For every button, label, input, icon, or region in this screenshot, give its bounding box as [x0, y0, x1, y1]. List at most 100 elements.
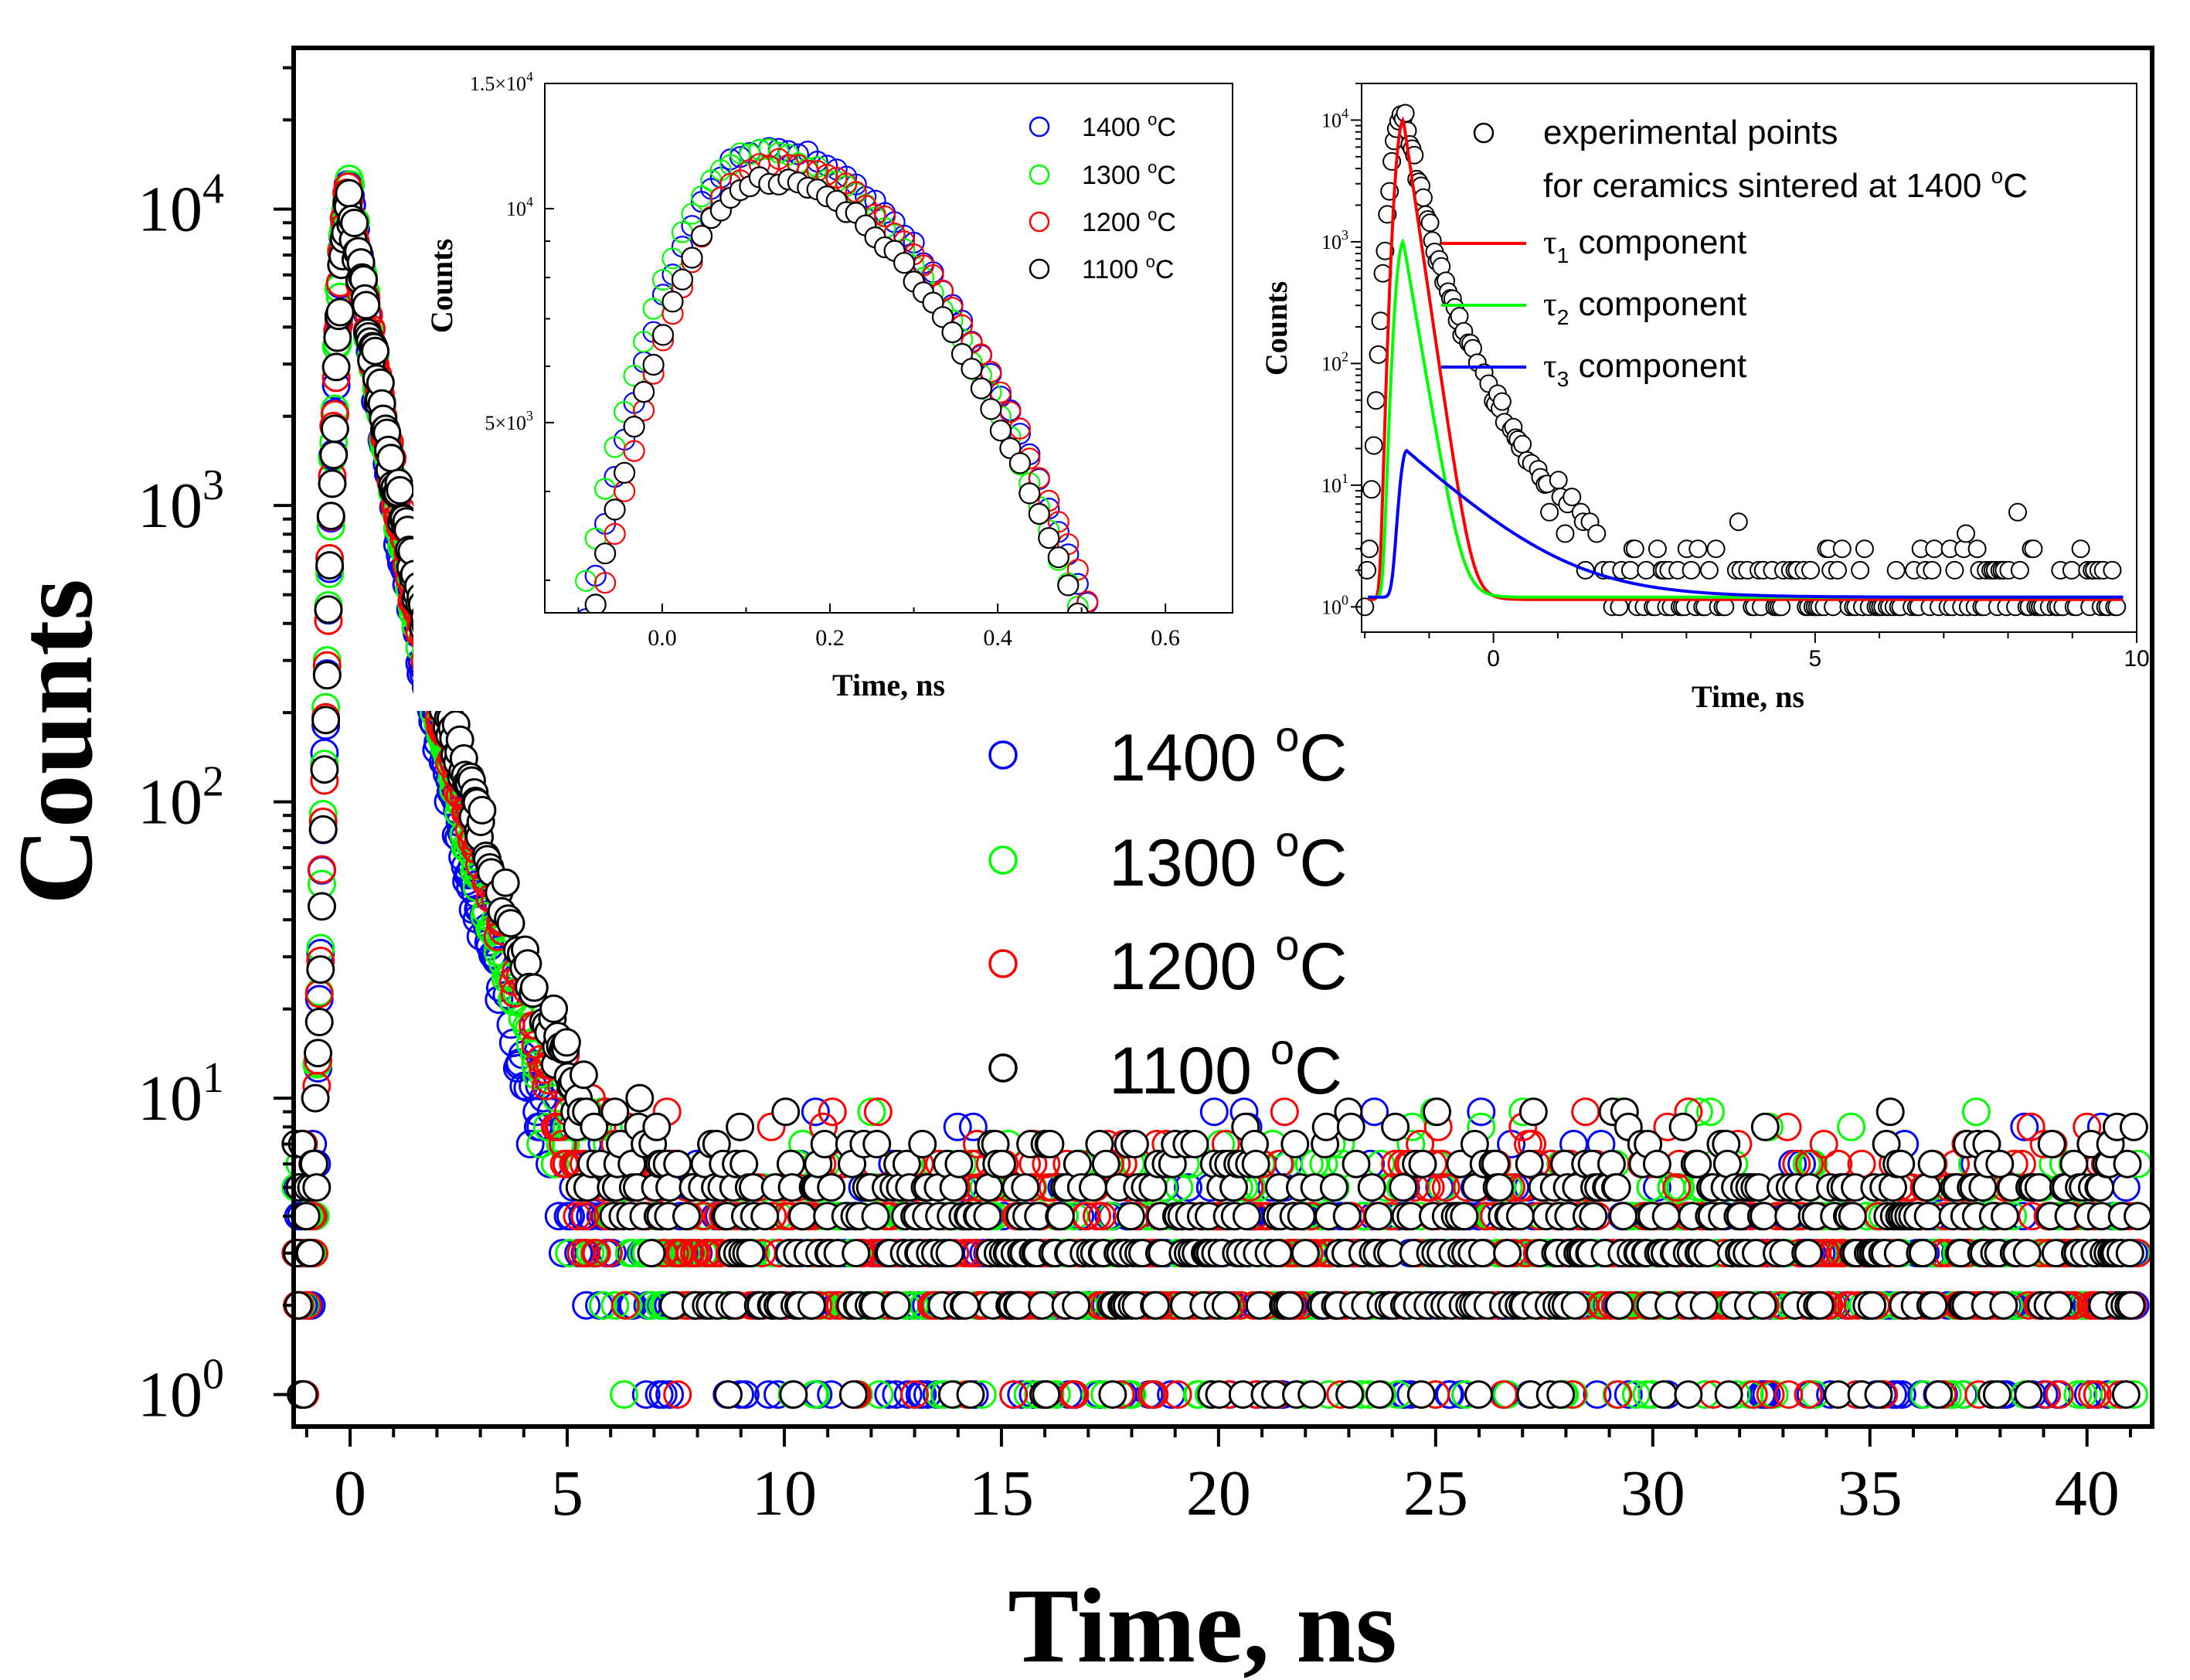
main-data-point	[1280, 1130, 1310, 1158]
main-data-point	[1989, 1291, 2018, 1320]
inset1-y-tick-label: 5×103	[485, 408, 533, 434]
main-data-point	[1211, 1291, 1240, 1320]
main-data-point	[973, 1202, 1002, 1231]
inset1-data-point	[1018, 482, 1041, 505]
main-data-point	[308, 814, 338, 844]
main-data-point	[1683, 1149, 1712, 1178]
inset1-data-point	[1008, 452, 1032, 474]
main-data-point	[1794, 1239, 1823, 1268]
main-data-point	[302, 1173, 332, 1202]
main-data-point	[539, 994, 569, 1023]
main-data-point	[801, 1097, 830, 1127]
main-data-point	[788, 1202, 818, 1231]
inset1-x-axis-title: Time, ns	[832, 668, 945, 702]
main-data-point	[1546, 1380, 1576, 1410]
main-data-point	[1913, 1202, 1943, 1231]
main-x-tick-label: 10	[752, 1457, 817, 1529]
main-data-point	[908, 1130, 937, 1158]
main-data-point	[1689, 1291, 1719, 1320]
main-data-point	[943, 1112, 972, 1141]
main-data-point	[1332, 1202, 1362, 1231]
main-data-point	[1263, 1239, 1293, 1268]
main-data-point	[1824, 1380, 1853, 1410]
inset2-data-point	[2008, 502, 2027, 522]
main-data-point	[1116, 1202, 1145, 1231]
main-data-point	[1991, 1202, 2019, 1231]
main-legend-label: 1400 oC	[1109, 712, 1347, 795]
main-y-tick-label: 102	[138, 758, 224, 838]
main-data-point	[1381, 1112, 1410, 1141]
main-data-point	[1879, 1173, 1907, 1202]
inset1-data-point	[1028, 502, 1050, 525]
inset1-data-point	[1057, 574, 1080, 597]
inset2-data-point	[1699, 560, 1719, 580]
main-data-point	[1805, 1291, 1835, 1320]
main-data-point	[842, 1239, 871, 1268]
main-data-point	[944, 1149, 974, 1178]
inset1-data-point	[1047, 546, 1069, 569]
main-data-point	[1241, 1149, 1270, 1178]
inset2-data-point	[1360, 539, 1379, 559]
main-data-point	[642, 1112, 672, 1141]
inset1-data-point	[613, 461, 636, 484]
main-data-point	[1919, 1291, 1948, 1320]
main-data-point	[1875, 1097, 1905, 1127]
main-data-point	[1219, 1173, 1248, 1202]
main-data-point	[1365, 1380, 1394, 1410]
main-data-point	[352, 291, 381, 320]
inset1-data-point	[623, 415, 645, 438]
main-data-point	[810, 1130, 839, 1158]
main-y-axis-title: Counts	[0, 579, 114, 905]
inset1-y-axis-title: Counts	[424, 239, 459, 333]
main-data-point	[556, 1202, 585, 1231]
inset1-data-point	[961, 358, 983, 380]
main-data-point	[950, 1291, 980, 1320]
main-data-point	[1858, 1291, 1887, 1320]
main-data-point	[726, 1112, 755, 1141]
inset1-legend-label: 1200 oC	[1082, 205, 1176, 237]
inset1-data-point	[970, 377, 993, 400]
main-data-point	[1138, 1173, 1168, 1202]
inset2-data-point	[1371, 311, 1390, 331]
main-data-point	[817, 1173, 846, 1202]
main-data-point	[2024, 1173, 2053, 1202]
main-data-point	[552, 1028, 581, 1057]
inset1-x-tick-label: 0.4	[983, 625, 1012, 651]
main-data-point	[625, 1083, 655, 1113]
main-data-point	[900, 1380, 929, 1410]
main-data-point	[569, 1060, 598, 1090]
inset2-data-point	[2024, 539, 2043, 559]
main-data-point	[1484, 1173, 1514, 1202]
main-data-point	[1583, 1380, 1612, 1410]
main-data-point	[1120, 1130, 1149, 1158]
main-data-point	[1468, 1239, 1497, 1268]
main-data-point	[468, 795, 497, 825]
inset2-data-point	[1364, 436, 1383, 455]
main-data-point	[714, 1380, 743, 1410]
inset2-data-point	[1556, 524, 1575, 543]
inset2-data-point	[1362, 480, 1381, 499]
main-data-point	[335, 179, 364, 208]
inset1-data-point	[893, 252, 916, 274]
main-y-tick-labels: 100 101 102 103 104	[138, 165, 224, 1431]
main-data-point	[610, 1380, 639, 1410]
main-data-point	[1336, 1112, 1365, 1141]
main-data-point	[1270, 1097, 1299, 1127]
main-data-point	[593, 1239, 623, 1268]
main-data-point	[572, 1291, 601, 1320]
main-x-tick-label: 15	[969, 1457, 1034, 1529]
inset2-data-point	[2062, 560, 2081, 580]
main-data-point	[318, 469, 347, 498]
main-y-tick-label: 101	[138, 1054, 224, 1134]
main-data-point	[321, 352, 351, 382]
main-data-point	[1809, 1130, 1838, 1158]
inset2-data-point	[1957, 524, 1975, 543]
main-data-point	[526, 1130, 556, 1158]
inset2-data-point	[1682, 560, 1701, 580]
main-data-point	[306, 955, 335, 985]
main-legend-entry-1400: 1400 oC	[988, 712, 1347, 795]
main-data-point	[779, 1380, 808, 1410]
inset2-data-point	[1620, 560, 1640, 580]
main-data-point	[1450, 1202, 1479, 1231]
main-data-point	[1609, 1202, 1638, 1231]
